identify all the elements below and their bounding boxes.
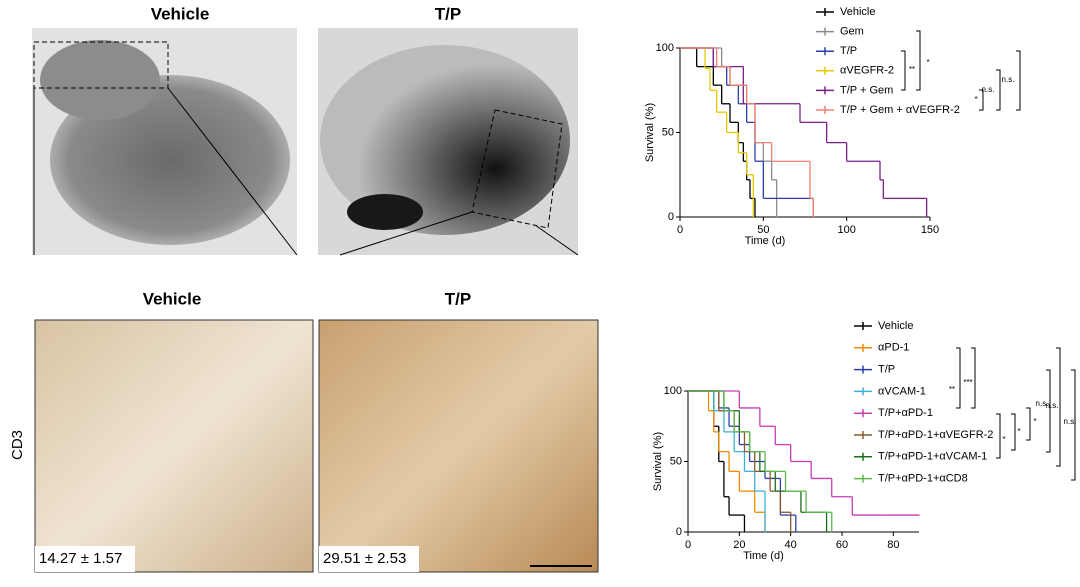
x-axis-label: Time (d) — [745, 235, 786, 247]
zoom-line — [534, 224, 579, 256]
significance-label: * — [1033, 417, 1036, 426]
x-tick-label: 80 — [887, 539, 899, 551]
significance-label: * — [1017, 427, 1020, 436]
significance-bracket — [1046, 369, 1051, 453]
count-label: 29.51 ± 2.53 — [323, 550, 406, 567]
x-tick-label: 20 — [733, 539, 745, 551]
label-box — [319, 546, 419, 572]
label-box — [35, 546, 135, 572]
legend-label: T/P+αPD-1+αCD8 — [878, 473, 968, 485]
zoom-box — [33, 41, 169, 89]
x-axis-label: Time (d) — [743, 550, 784, 562]
panel-title: Vehicle — [143, 289, 202, 308]
significance-bracket — [996, 413, 1001, 459]
significance-bracket — [1016, 50, 1021, 111]
significance-bracket — [1056, 347, 1061, 467]
y-tick-label: 100 — [656, 42, 674, 54]
y-tick-label: 0 — [676, 526, 682, 538]
y-tick-label: 100 — [664, 385, 682, 397]
significance-label: ** — [949, 385, 955, 394]
x-tick-label: 0 — [677, 224, 683, 236]
row-label: CD3 — [9, 430, 26, 460]
y-tick-label: 50 — [670, 455, 682, 467]
significance-label: ** — [909, 65, 915, 74]
significance-bracket — [1011, 413, 1016, 451]
image — [34, 319, 314, 573]
significance-label: * — [1002, 435, 1005, 444]
y-tick-label: 50 — [662, 126, 674, 138]
x-tick-label: 150 — [921, 224, 939, 236]
significance-bracket — [901, 50, 906, 91]
significance-label: * — [974, 95, 977, 104]
x-tick-label: 100 — [837, 224, 855, 236]
legend-label: T/P + Gem + αVEGFR-2 — [840, 104, 960, 116]
significance-label: n.s. — [1046, 401, 1059, 410]
significance-bracket — [996, 69, 1001, 111]
significance-label: n.s. — [1064, 417, 1077, 426]
significance-bracket — [971, 347, 976, 409]
legend-label: T/P — [840, 45, 857, 57]
x-tick-label: 40 — [785, 539, 797, 551]
legend-label: αVEGFR-2 — [840, 65, 894, 77]
image-panels: Vehicle T/P Vehicle T/P CD3 14.27 ± 1.57… — [9, 4, 599, 573]
significance-bracket — [916, 30, 921, 91]
y-axis-label: Survival (%) — [644, 103, 656, 162]
significance-label: *** — [963, 378, 972, 387]
legend-label: T/P — [878, 364, 895, 376]
significance-label: n.s. — [1002, 75, 1015, 84]
significance-bracket — [1071, 369, 1076, 481]
significance-label: n.s. — [1036, 399, 1049, 408]
legend-label: Gem — [840, 26, 864, 38]
image — [347, 194, 423, 230]
legend-label: Vehicle — [840, 6, 875, 18]
significance-label: * — [926, 58, 929, 67]
panel-title: T/P — [435, 4, 461, 23]
y-axis-label: Survival (%) — [652, 432, 664, 491]
panel-title: Vehicle — [151, 4, 210, 23]
y-tick-label: 0 — [668, 211, 674, 223]
zoom-line — [339, 211, 473, 256]
legend-label: T/P+αPD-1+αVCAM-1 — [878, 451, 987, 463]
image — [40, 40, 160, 120]
panel-title: T/P — [445, 289, 471, 308]
significance-bracket — [1026, 407, 1031, 441]
legend-label: T/P + Gem — [840, 84, 893, 96]
zoom-line — [167, 87, 298, 256]
legend-label: αPD-1 — [878, 342, 909, 354]
x-tick-label: 60 — [836, 539, 848, 551]
significance-bracket — [956, 347, 961, 409]
legend-label: αVCAM-1 — [878, 385, 926, 397]
x-tick-label: 0 — [685, 539, 691, 551]
significance-label: n.s. — [982, 85, 995, 94]
image — [320, 45, 570, 235]
image — [318, 319, 599, 573]
count-label: 14.27 ± 1.57 — [39, 550, 122, 567]
legend-label: T/P+αPD-1+αVEGFR-2 — [878, 429, 993, 441]
legend-label: T/P+αPD-1 — [878, 407, 933, 419]
legend-label: Vehicle — [878, 320, 913, 332]
x-tick-label: 50 — [757, 224, 769, 236]
significance-bracket — [979, 89, 984, 111]
